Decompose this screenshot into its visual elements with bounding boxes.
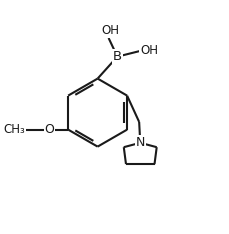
Text: N: N: [135, 136, 144, 149]
Text: OH: OH: [140, 44, 158, 57]
Text: CH₃: CH₃: [4, 123, 25, 136]
Text: B: B: [112, 50, 121, 63]
Text: O: O: [44, 123, 54, 136]
Text: OH: OH: [101, 24, 119, 37]
